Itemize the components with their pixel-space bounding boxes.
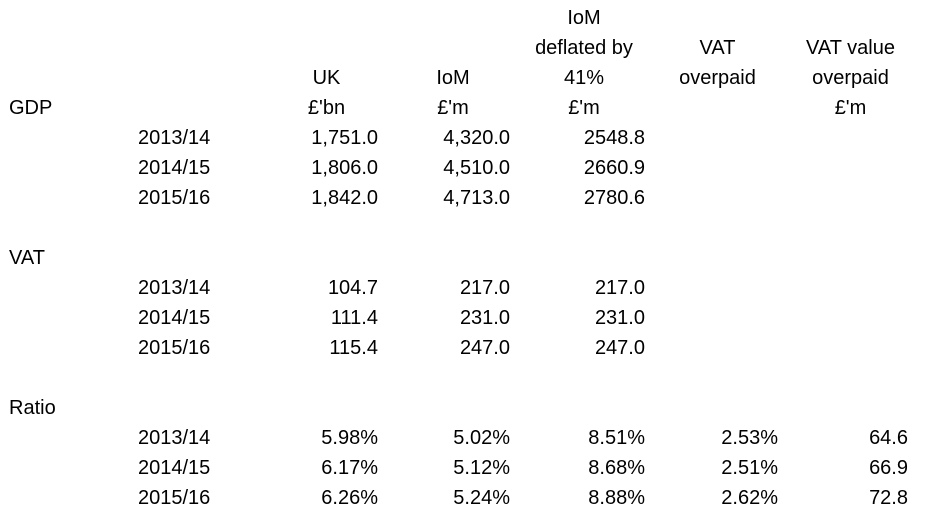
ratio-row1-iom: 5.02% xyxy=(453,427,510,449)
vat-row2-iom: 231.0 xyxy=(459,307,510,329)
ratio-row1-vat-value: 64.6 xyxy=(869,427,908,449)
header-iom-deflated-line2: deflated by xyxy=(535,37,633,59)
gdp-row1-iom-deflated: 2548.8 xyxy=(583,127,645,149)
vat-row3-year: 2015/16 xyxy=(138,337,211,359)
header-iom-unit: £'m xyxy=(437,97,469,119)
ratio-row2-iom-deflated: 8.68% xyxy=(588,457,645,479)
vat-row3-iom-deflated: 247.0 xyxy=(594,337,645,359)
ratio-row3-vat-overpaid: 2.62% xyxy=(721,487,778,509)
vat-row2-year: 2014/15 xyxy=(138,307,211,329)
header-vat-overpaid-line2: overpaid xyxy=(679,67,756,89)
ratio-row2-vat-value: 66.9 xyxy=(869,457,908,479)
gdp-row2-iom-deflated: 2660.9 xyxy=(583,157,645,179)
ratio-row1-iom-deflated: 8.51% xyxy=(588,427,645,449)
vat-row1-iom: 217.0 xyxy=(459,277,510,299)
ratio-row3-year: 2015/16 xyxy=(138,487,211,509)
gdp-row2-uk: 1,806.0 xyxy=(311,157,378,179)
section-label-gdp: GDP xyxy=(9,97,53,119)
gdp-row1-iom: 4,320.0 xyxy=(443,127,510,149)
gdp-row3-iom-deflated: 2780.6 xyxy=(583,187,645,209)
header-iom-deflated-line3: 41% xyxy=(563,67,605,89)
ratio-row3-iom: 5.24% xyxy=(453,487,510,509)
ratio-row3-iom-deflated: 8.88% xyxy=(588,487,645,509)
gdp-row3-year: 2015/16 xyxy=(138,187,211,209)
header-iom-deflated-unit: £'m xyxy=(568,97,600,119)
vat-row2-iom-deflated: 231.0 xyxy=(594,307,645,329)
header-vat-value-unit: £'m xyxy=(834,97,867,119)
gdp-row3-iom: 4,713.0 xyxy=(443,187,510,209)
section-label-vat: VAT xyxy=(9,247,45,269)
vat-row1-iom-deflated: 217.0 xyxy=(594,277,645,299)
ratio-row2-iom: 5.12% xyxy=(453,457,510,479)
vat-row3-iom: 247.0 xyxy=(459,337,510,359)
gdp-row2-iom: 4,510.0 xyxy=(443,157,510,179)
vat-row3-uk: 115.4 xyxy=(329,337,378,359)
gdp-row1-uk: 1,751.0 xyxy=(311,127,378,149)
header-uk-unit: £'bn xyxy=(307,97,346,119)
header-vat-overpaid-line1: VAT xyxy=(699,37,736,59)
vat-row2-uk: 111.4 xyxy=(330,307,378,329)
header-vat-value-line2: overpaid xyxy=(812,67,889,89)
ratio-row2-uk: 6.17% xyxy=(321,457,378,479)
gdp-row2-year: 2014/15 xyxy=(138,157,211,179)
section-label-ratio: Ratio xyxy=(9,397,56,419)
ratio-row3-vat-value: 72.8 xyxy=(869,487,908,509)
ratio-row1-year: 2013/14 xyxy=(138,427,211,449)
ratio-row1-uk: 5.98% xyxy=(321,427,378,449)
header-iom-title: IoM xyxy=(436,67,470,89)
ratio-row1-vat-overpaid: 2.53% xyxy=(721,427,778,449)
header-vat-value-line1: VAT value xyxy=(806,37,895,59)
ratio-row2-vat-overpaid: 2.51% xyxy=(721,457,778,479)
vat-row1-year: 2013/14 xyxy=(138,277,211,299)
header-iom-deflated-line1: IoM xyxy=(567,7,601,29)
gdp-row1-year: 2013/14 xyxy=(138,127,211,149)
header-uk-title: UK xyxy=(312,67,341,89)
ratio-row3-uk: 6.26% xyxy=(321,487,378,509)
ratio-row2-year: 2014/15 xyxy=(138,457,211,479)
gdp-row3-uk: 1,842.0 xyxy=(311,187,378,209)
vat-row1-uk: 104.7 xyxy=(327,277,378,299)
